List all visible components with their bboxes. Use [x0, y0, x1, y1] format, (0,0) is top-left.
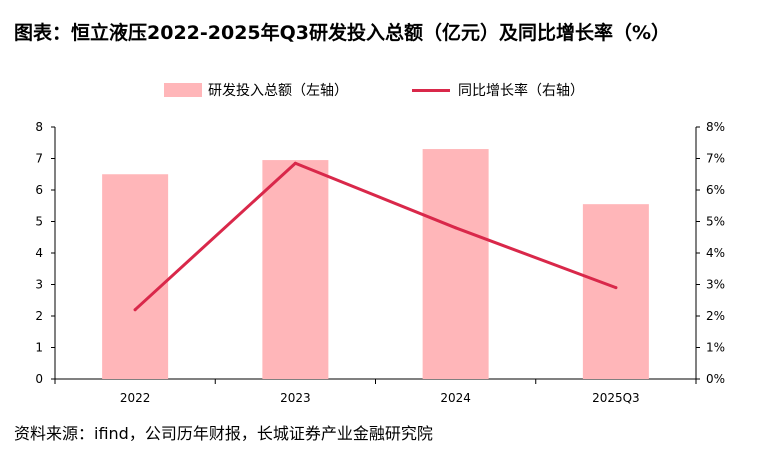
bar	[102, 174, 169, 379]
y-left-tick-label: 2	[35, 309, 43, 323]
y-right-tick-label: 5%	[706, 215, 725, 229]
y-right-tick-label: 4%	[706, 246, 725, 260]
y-left-tick-label: 7	[35, 152, 43, 166]
growth-point	[614, 286, 618, 290]
chart-title: 图表：恒立液压2022-2025年Q3研发投入总额（亿元）及同比增长率（%）	[14, 22, 671, 44]
y-right-tick-label: 6%	[706, 183, 725, 197]
bar	[582, 204, 649, 379]
legend-label-line: 同比增长率（右轴）	[458, 83, 584, 99]
y-left-tick-label: 8	[35, 120, 43, 134]
y-left-tick-label: 5	[35, 215, 43, 229]
y-right-tick-label: 1%	[706, 341, 725, 355]
y-left-tick-label: 6	[35, 183, 43, 197]
x-tick-label: 2024	[440, 391, 471, 405]
y-right-tick-label: 2%	[706, 309, 725, 323]
bar	[262, 160, 329, 379]
x-tick-label: 2022	[120, 391, 151, 405]
growth-point	[293, 161, 297, 165]
y-left-tick-label: 1	[35, 341, 43, 355]
bar	[422, 149, 489, 379]
legend: 研发投入总额（左轴） 同比增长率（右轴）	[0, 80, 777, 102]
source-note: 资料来源：ifind，公司历年财报，长城证券产业金融研究院	[14, 424, 433, 443]
legend-item-line: 同比增长率（右轴）	[412, 80, 584, 100]
legend-label-bar: 研发投入总额（左轴）	[208, 83, 348, 99]
y-left-tick-label: 0	[35, 372, 43, 386]
legend-item-bar: 研发投入总额（左轴）	[164, 80, 348, 100]
growth-line	[133, 161, 618, 312]
y-right-tick-label: 8%	[706, 120, 725, 134]
growth-point	[133, 308, 137, 312]
y-right-tick-label: 3%	[706, 278, 725, 292]
y-left-tick-label: 4	[35, 246, 43, 260]
growth-point	[454, 226, 458, 230]
legend-swatch-bar	[164, 83, 202, 97]
x-tick-label: 2025Q3	[592, 391, 640, 405]
y-left-tick-label: 3	[35, 278, 43, 292]
y-right-tick-label: 7%	[706, 152, 725, 166]
y-right-tick-label: 0%	[706, 372, 725, 386]
x-tick-label: 2023	[280, 391, 311, 405]
legend-swatch-line	[412, 88, 450, 92]
